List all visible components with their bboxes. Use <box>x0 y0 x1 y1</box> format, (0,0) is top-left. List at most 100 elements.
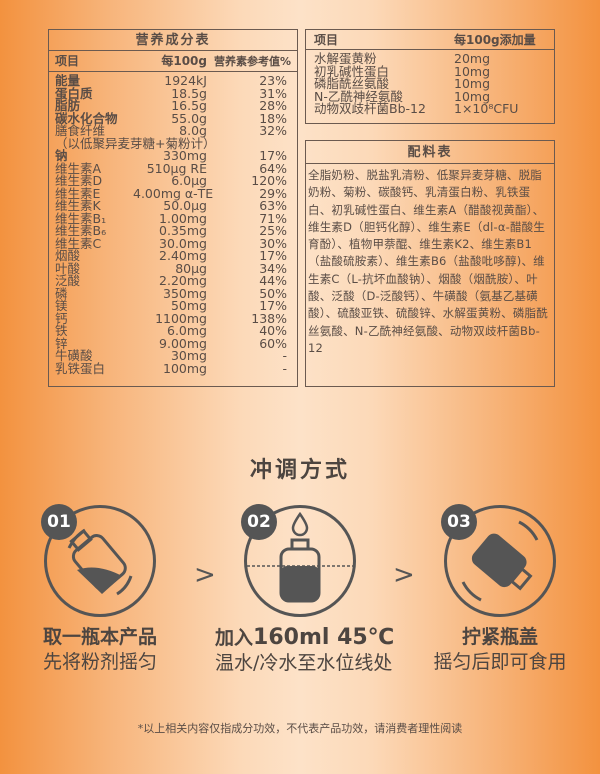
step-1: 01 取一瓶本产品 先将粉剂摇匀 <box>15 504 185 675</box>
nutrition-row: 维生素A 510μg RE 64% <box>55 160 291 176</box>
cell-name: 镁 <box>55 298 68 313</box>
nutrition-row: 能量 1924kJ 23% <box>55 73 291 88</box>
cell-name: 维生素C <box>55 235 102 251</box>
cell-amount: 50mg <box>170 298 207 313</box>
cell-nrv: 120% <box>251 173 287 188</box>
header-nrv: 营养素参考值% <box>213 55 291 68</box>
ingredients-title: 配料表 <box>306 141 554 164</box>
cell-name: （以低聚异麦芽糖+菊粉计） <box>55 135 216 151</box>
step-line1-prefix: 加入 <box>215 627 254 649</box>
step-number: 02 <box>241 504 277 540</box>
cell-amount: 0.35mg <box>159 223 207 238</box>
step-line2: 温水/冷水至水位线处 <box>215 652 393 674</box>
additive-row: 动物双歧杆菌Bb-12 1×10⁸CFU <box>306 101 554 116</box>
cell-nrv: 17% <box>259 148 287 163</box>
cell-nrv: 25% <box>259 223 287 238</box>
nutrition-row: 维生素D 6.0μg 120% <box>55 173 291 188</box>
cell-name: 动物双歧杆菌Bb-12 <box>314 101 426 116</box>
cell-amount: 1×10⁸CFU <box>454 101 519 116</box>
nutrition-rows: 能量 1924kJ 23% 蛋白质 18.5g 31% 脂肪 16.5g 28% 碳水化合物 55.… <box>49 72 297 375</box>
cell-nrv: 23% <box>259 73 287 88</box>
cell-amount: 6.0μg <box>171 173 207 188</box>
step-number: 03 <box>441 504 477 540</box>
cell-nrv: 64% <box>259 160 287 176</box>
cell-name: 乳铁蛋白 <box>55 360 106 376</box>
cell-amount: 4.00mg α-TE <box>133 185 214 201</box>
separator-arrow: > <box>393 560 415 590</box>
nutrition-row: 维生素B₆ 0.35mg 25% <box>55 223 291 238</box>
cell-name: 钙 <box>55 310 68 326</box>
step-circle: 01 <box>41 504 156 617</box>
nutrition-row: 乳铁蛋白 100mg - <box>55 360 291 376</box>
cell-nrv: 17% <box>259 298 287 313</box>
cell-amount: 20mg <box>454 51 491 66</box>
cell-nrv: 18% <box>259 110 287 126</box>
nutrition-row: 叶酸 80μg 34% <box>55 262 291 276</box>
cell-name: 维生素K <box>55 198 101 213</box>
cell-name: 烟酸 <box>55 248 81 263</box>
cell-nrv: 63% <box>259 198 287 213</box>
cell-name: 能量 <box>55 73 81 88</box>
cell-name: 泛酸 <box>55 273 81 288</box>
cell-name: 维生素B₆ <box>55 223 107 238</box>
nutrition-table: 营养成分表 项目 每100g 营养素参考值% 能量 1924kJ 23% 蛋白质 18.… <box>48 29 298 387</box>
cell-name: 初乳碱性蛋白 <box>314 63 390 79</box>
nutrition-row: 维生素K 50.0μg 63% <box>55 198 291 213</box>
nutrition-row: 磷 350mg 50% <box>55 285 291 301</box>
bottle-shake-icon <box>461 520 539 602</box>
nutrition-title: 营养成分表 <box>49 30 297 51</box>
cell-name: 磷脂酰丝氨酸 <box>314 76 390 91</box>
additive-row: 初乳碱性蛋白 10mg <box>306 63 554 79</box>
nutrition-row: 钠 330mg 17% <box>55 148 291 163</box>
nutrition-header: 项目 每100g 营养素参考值% <box>49 51 297 72</box>
cell-amount: 1.00mg <box>159 210 207 226</box>
additive-row: 磷脂酰丝氨酸 10mg <box>306 76 554 91</box>
nutrition-row: 维生素C 30.0mg 30% <box>55 235 291 251</box>
nutrition-row: 镁 50mg 17% <box>55 298 291 313</box>
cell-amount: 30.0mg <box>159 235 207 251</box>
cell-nrv: 138% <box>251 310 287 326</box>
step-line2: 先将粉剂摇匀 <box>42 651 157 673</box>
howto-title: 冲调方式 <box>249 458 350 483</box>
cell-name: 维生素A <box>55 160 102 176</box>
cell-nrv: 50% <box>259 285 287 301</box>
cell-nrv: 29% <box>259 185 287 201</box>
nutrition-row: （以低聚异麦芽糖+菊粉计） <box>55 135 291 151</box>
cell-name: 磷 <box>55 285 68 301</box>
separator-arrow: > <box>194 560 216 590</box>
cell-amount: 16.5g <box>171 98 207 113</box>
cell-amount: 10mg <box>454 76 491 91</box>
nutrition-row: 碳水化合物 55.0g 18% <box>55 110 291 126</box>
cell-name: 维生素B₁ <box>55 210 107 226</box>
cell-nrv <box>287 138 291 151</box>
step-3: 03 拧紧瓶盖 摇匀后即可食用 <box>415 504 585 675</box>
cell-amount: 8.0g <box>179 123 207 138</box>
step-line2: 摇匀后即可食用 <box>433 651 567 673</box>
header-item: 项目 <box>314 33 339 47</box>
nutrition-row: 膳食纤维 8.0g 32% <box>55 123 291 138</box>
cell-name: 钠 <box>55 148 68 163</box>
cell-nrv: 60% <box>259 335 287 351</box>
nutrition-row: 锌 9.00mg 60% <box>55 335 291 351</box>
cell-nrv: 17% <box>259 248 287 263</box>
additive-row: N-乙酰神经氨酸 10mg <box>306 88 554 104</box>
cell-name: 铁 <box>55 323 68 338</box>
bottle-water-line-icon <box>247 511 353 603</box>
cell-nrv: 44% <box>259 273 287 288</box>
header-amount: 每100g添加量 <box>454 33 536 47</box>
cell-amount: 18.5g <box>171 85 207 101</box>
disclaimer: *以上相关内容仅指成分功效，不代表产品功效，请消费者理性阅读 <box>137 722 463 735</box>
step-circle: 03 <box>441 504 556 617</box>
step-line1: 拧紧瓶盖 <box>461 626 538 648</box>
step-line1: 取一瓶本产品 <box>42 626 157 648</box>
cell-nrv: 32% <box>259 123 287 138</box>
cell-nrv: 30% <box>259 235 287 251</box>
cell-nrv: 40% <box>259 323 287 338</box>
cell-nrv: 71% <box>259 210 287 226</box>
cell-name: 维生素D <box>55 173 103 188</box>
step-circle: 02 <box>241 504 356 617</box>
cell-amount: 10mg <box>454 88 491 104</box>
cell-amount: 30mg <box>170 348 207 363</box>
cell-nrv: 28% <box>259 98 287 113</box>
cell-name: 牛磺酸 <box>55 348 93 363</box>
